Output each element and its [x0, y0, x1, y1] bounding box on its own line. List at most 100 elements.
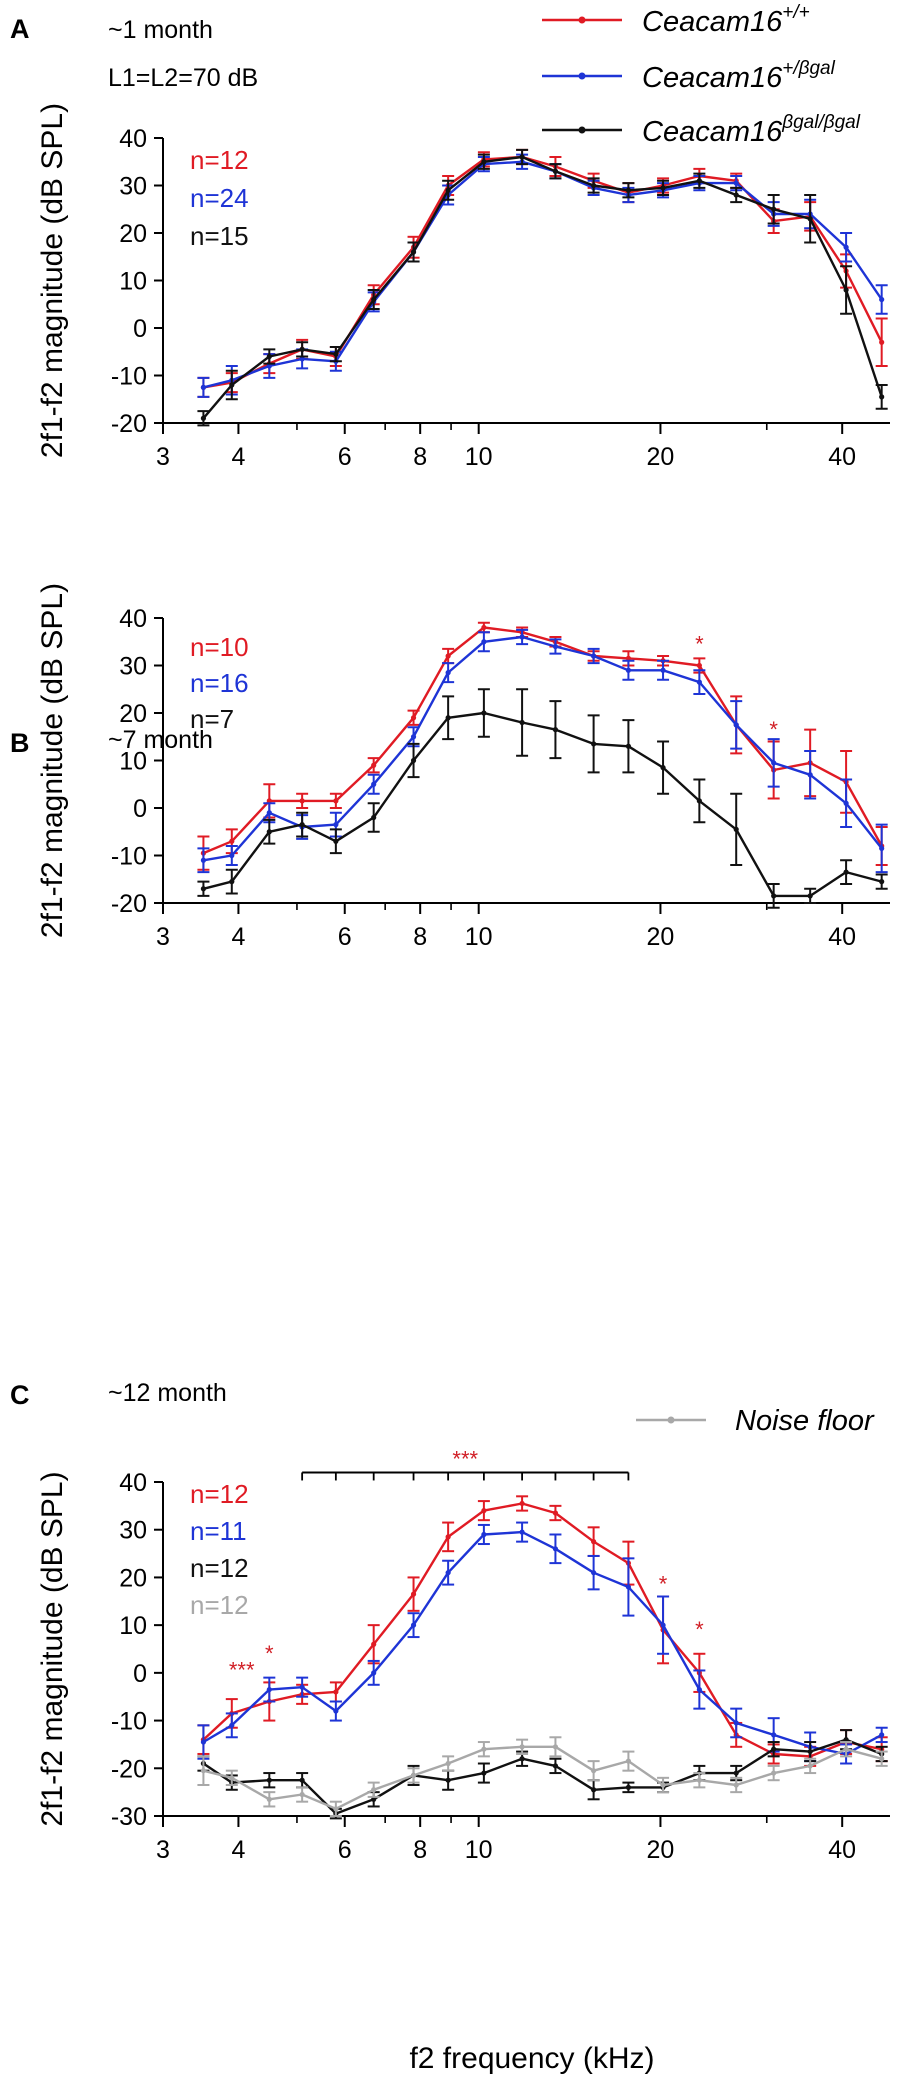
data-point — [200, 1739, 207, 1745]
panel-c-series-het — [197, 1521, 888, 1765]
legend-gene-wt: Ceacam16 — [642, 6, 783, 38]
data-point — [591, 1768, 597, 1774]
panel-label-b: B — [10, 728, 30, 758]
data-point — [410, 757, 417, 764]
data-point — [879, 879, 885, 885]
data-point — [445, 187, 451, 193]
data-point — [519, 1744, 525, 1750]
data-point — [519, 1529, 525, 1535]
data-point — [333, 351, 339, 357]
data-point — [733, 826, 739, 832]
legend: Ceacam16+/+ Ceacam16+/βgal Ceacam16βgal/… — [542, 2, 861, 148]
data-point — [552, 1763, 559, 1769]
data-point — [807, 1763, 813, 1769]
panel-c-series-wt — [197, 1495, 888, 1767]
data-point — [266, 829, 272, 835]
data-point — [410, 1622, 417, 1628]
panel-c-series-noise — [197, 1736, 888, 1817]
data-point — [625, 1584, 632, 1590]
series-line-wt — [203, 155, 883, 389]
panel-c-n-label-het: n=11 — [190, 1516, 247, 1546]
panel-c-y-tick-label: 40 — [119, 1469, 147, 1497]
panel-b-x-tick-label: 6 — [338, 923, 352, 951]
data-point — [519, 1756, 525, 1762]
data-point — [371, 1641, 377, 1647]
legend-marker-het — [578, 72, 586, 80]
data-point — [733, 1770, 739, 1776]
data-point — [696, 662, 702, 669]
data-point — [733, 722, 739, 728]
panel-b-x-tick-label: 40 — [828, 923, 856, 951]
data-point — [266, 798, 272, 804]
panel-b-title: ~7 month — [108, 726, 213, 754]
data-point — [660, 1622, 666, 1628]
panel-b-y-axis-title: 2f1-f2 magnitude (dB SPL) — [36, 583, 69, 938]
series-line-wt — [202, 626, 883, 855]
data-point — [266, 1777, 272, 1783]
data-point — [371, 296, 377, 303]
data-point — [299, 1777, 305, 1783]
data-point — [266, 1796, 272, 1802]
legend-gene-het: Ceacam16 — [642, 62, 783, 94]
data-point — [371, 814, 377, 821]
data-point — [843, 869, 849, 875]
data-point — [552, 1546, 559, 1552]
panel-b-y-tick-label: 40 — [119, 605, 147, 633]
data-point — [481, 1531, 487, 1538]
data-point — [200, 857, 207, 863]
data-point — [445, 653, 451, 659]
data-point — [591, 741, 597, 747]
panel-c-y-tick-label: 30 — [119, 1517, 147, 1545]
panel-a-y-tick-label: -20 — [111, 410, 147, 438]
series-line-het — [202, 1530, 883, 1756]
panel-c-series-ko — [197, 1729, 888, 1820]
data-point — [807, 1748, 813, 1755]
data-point — [445, 715, 451, 721]
data-point — [879, 339, 885, 345]
data-point — [696, 679, 702, 685]
panel-a-y-tick-label: 10 — [119, 268, 147, 296]
data-point — [591, 182, 597, 189]
data-point — [333, 798, 339, 804]
data-point — [660, 1782, 666, 1788]
series-line-ko — [202, 1738, 883, 1815]
data-point — [371, 1796, 377, 1802]
data-point — [660, 667, 666, 673]
legend-gene-ko: Ceacam16 — [642, 116, 783, 148]
data-point — [625, 187, 632, 193]
legend-label-het: Ceacam16+/βgal — [642, 58, 836, 94]
panel-c-y-tick-label: 0 — [133, 1660, 147, 1688]
panel-c-title: ~12 month — [108, 1379, 227, 1407]
data-point — [229, 1775, 235, 1781]
panel-c-x-tick-label: 8 — [413, 1836, 427, 1864]
legend-label-ko: Ceacam16βgal/βgal — [642, 112, 861, 148]
panel-c-y-axis-title: 2f1-f2 magnitude (dB SPL) — [36, 1471, 69, 1826]
data-point — [879, 1756, 885, 1762]
data-point — [696, 1777, 702, 1783]
data-point — [481, 624, 487, 631]
panel-b-y-tick-label: -10 — [111, 843, 147, 871]
data-point — [552, 727, 559, 733]
data-point — [843, 1746, 849, 1752]
panel-a-x-tick-label: 20 — [647, 443, 675, 471]
panel-c-chart: -30 -20 -10 0 10 20 30 40 3 4 6 8 10 20 40 2f1-f2 magni… — [36, 1446, 890, 1864]
panel-b-x-tick-label: 8 — [413, 923, 427, 951]
data-point — [807, 893, 813, 899]
data-point — [299, 356, 305, 362]
legend-label-noise: Noise floor — [735, 1405, 875, 1437]
data-point — [229, 1722, 235, 1728]
panel-c-y-tick-label: -20 — [111, 1755, 147, 1783]
data-point — [299, 798, 305, 804]
panel-c-x-tick-label: 40 — [828, 1836, 856, 1864]
data-point — [843, 244, 849, 250]
panel-a-y-tick-label: 0 — [133, 315, 147, 343]
data-point — [333, 1806, 339, 1812]
legend-genotype-het: +/βgal — [782, 58, 835, 79]
panel-c-significance-bracket: *** — [301, 1446, 630, 1481]
data-point — [807, 772, 813, 778]
data-point — [733, 180, 739, 186]
data-point — [266, 810, 272, 816]
data-point — [299, 822, 305, 828]
data-point — [771, 1746, 777, 1752]
panel-a-chart: -20 -10 0 10 20 30 40 3 4 6 8 10 20 40 2f1-f2 magnitud… — [36, 103, 890, 471]
